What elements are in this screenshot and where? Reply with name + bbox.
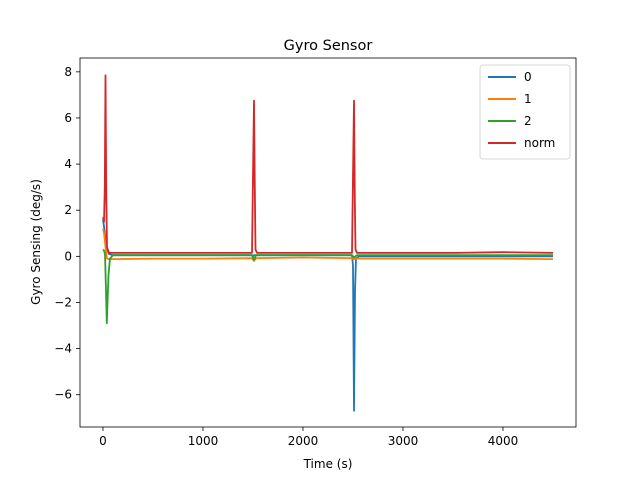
x-tick-label: 4000 — [488, 434, 519, 448]
y-tick-label: −6 — [54, 388, 72, 402]
x-tick-label: 3000 — [388, 434, 419, 448]
y-tick-label: 4 — [64, 157, 72, 171]
plot-frame — [79, 57, 577, 428]
y-tick-label: 2 — [64, 203, 72, 217]
y-tick-label: −4 — [54, 342, 72, 356]
x-tick-label: 2000 — [288, 434, 319, 448]
legend-label-2: 2 — [524, 114, 532, 128]
x-tick-label: 0 — [99, 434, 107, 448]
y-tick-label: 6 — [64, 111, 72, 125]
legend-label-1: 1 — [524, 92, 532, 106]
y-tick-label: −2 — [54, 295, 72, 309]
y-axis: −6 −4 −2 0 2 4 6 8 — [54, 65, 80, 402]
x-tick-label: 1000 — [188, 434, 219, 448]
legend-label-norm: norm — [524, 136, 555, 150]
legend: 0 1 2 norm — [479, 64, 571, 160]
x-axis: 0 1000 2000 3000 4000 — [99, 427, 518, 448]
series-line-0 — [102, 219, 553, 412]
y-tick-label: 8 — [64, 65, 72, 79]
y-tick-label: 0 — [64, 249, 72, 263]
chart-title: Gyro Sensor — [284, 38, 373, 54]
legend-label-0: 0 — [524, 70, 532, 84]
y-axis-label: Gyro Sensing (deg/s) — [29, 179, 43, 305]
legend-box — [479, 64, 571, 160]
x-axis-label: Time (s) — [303, 457, 353, 471]
series-line-norm — [102, 74, 554, 254]
plot-area — [102, 74, 554, 412]
series-line-2 — [102, 248, 553, 325]
